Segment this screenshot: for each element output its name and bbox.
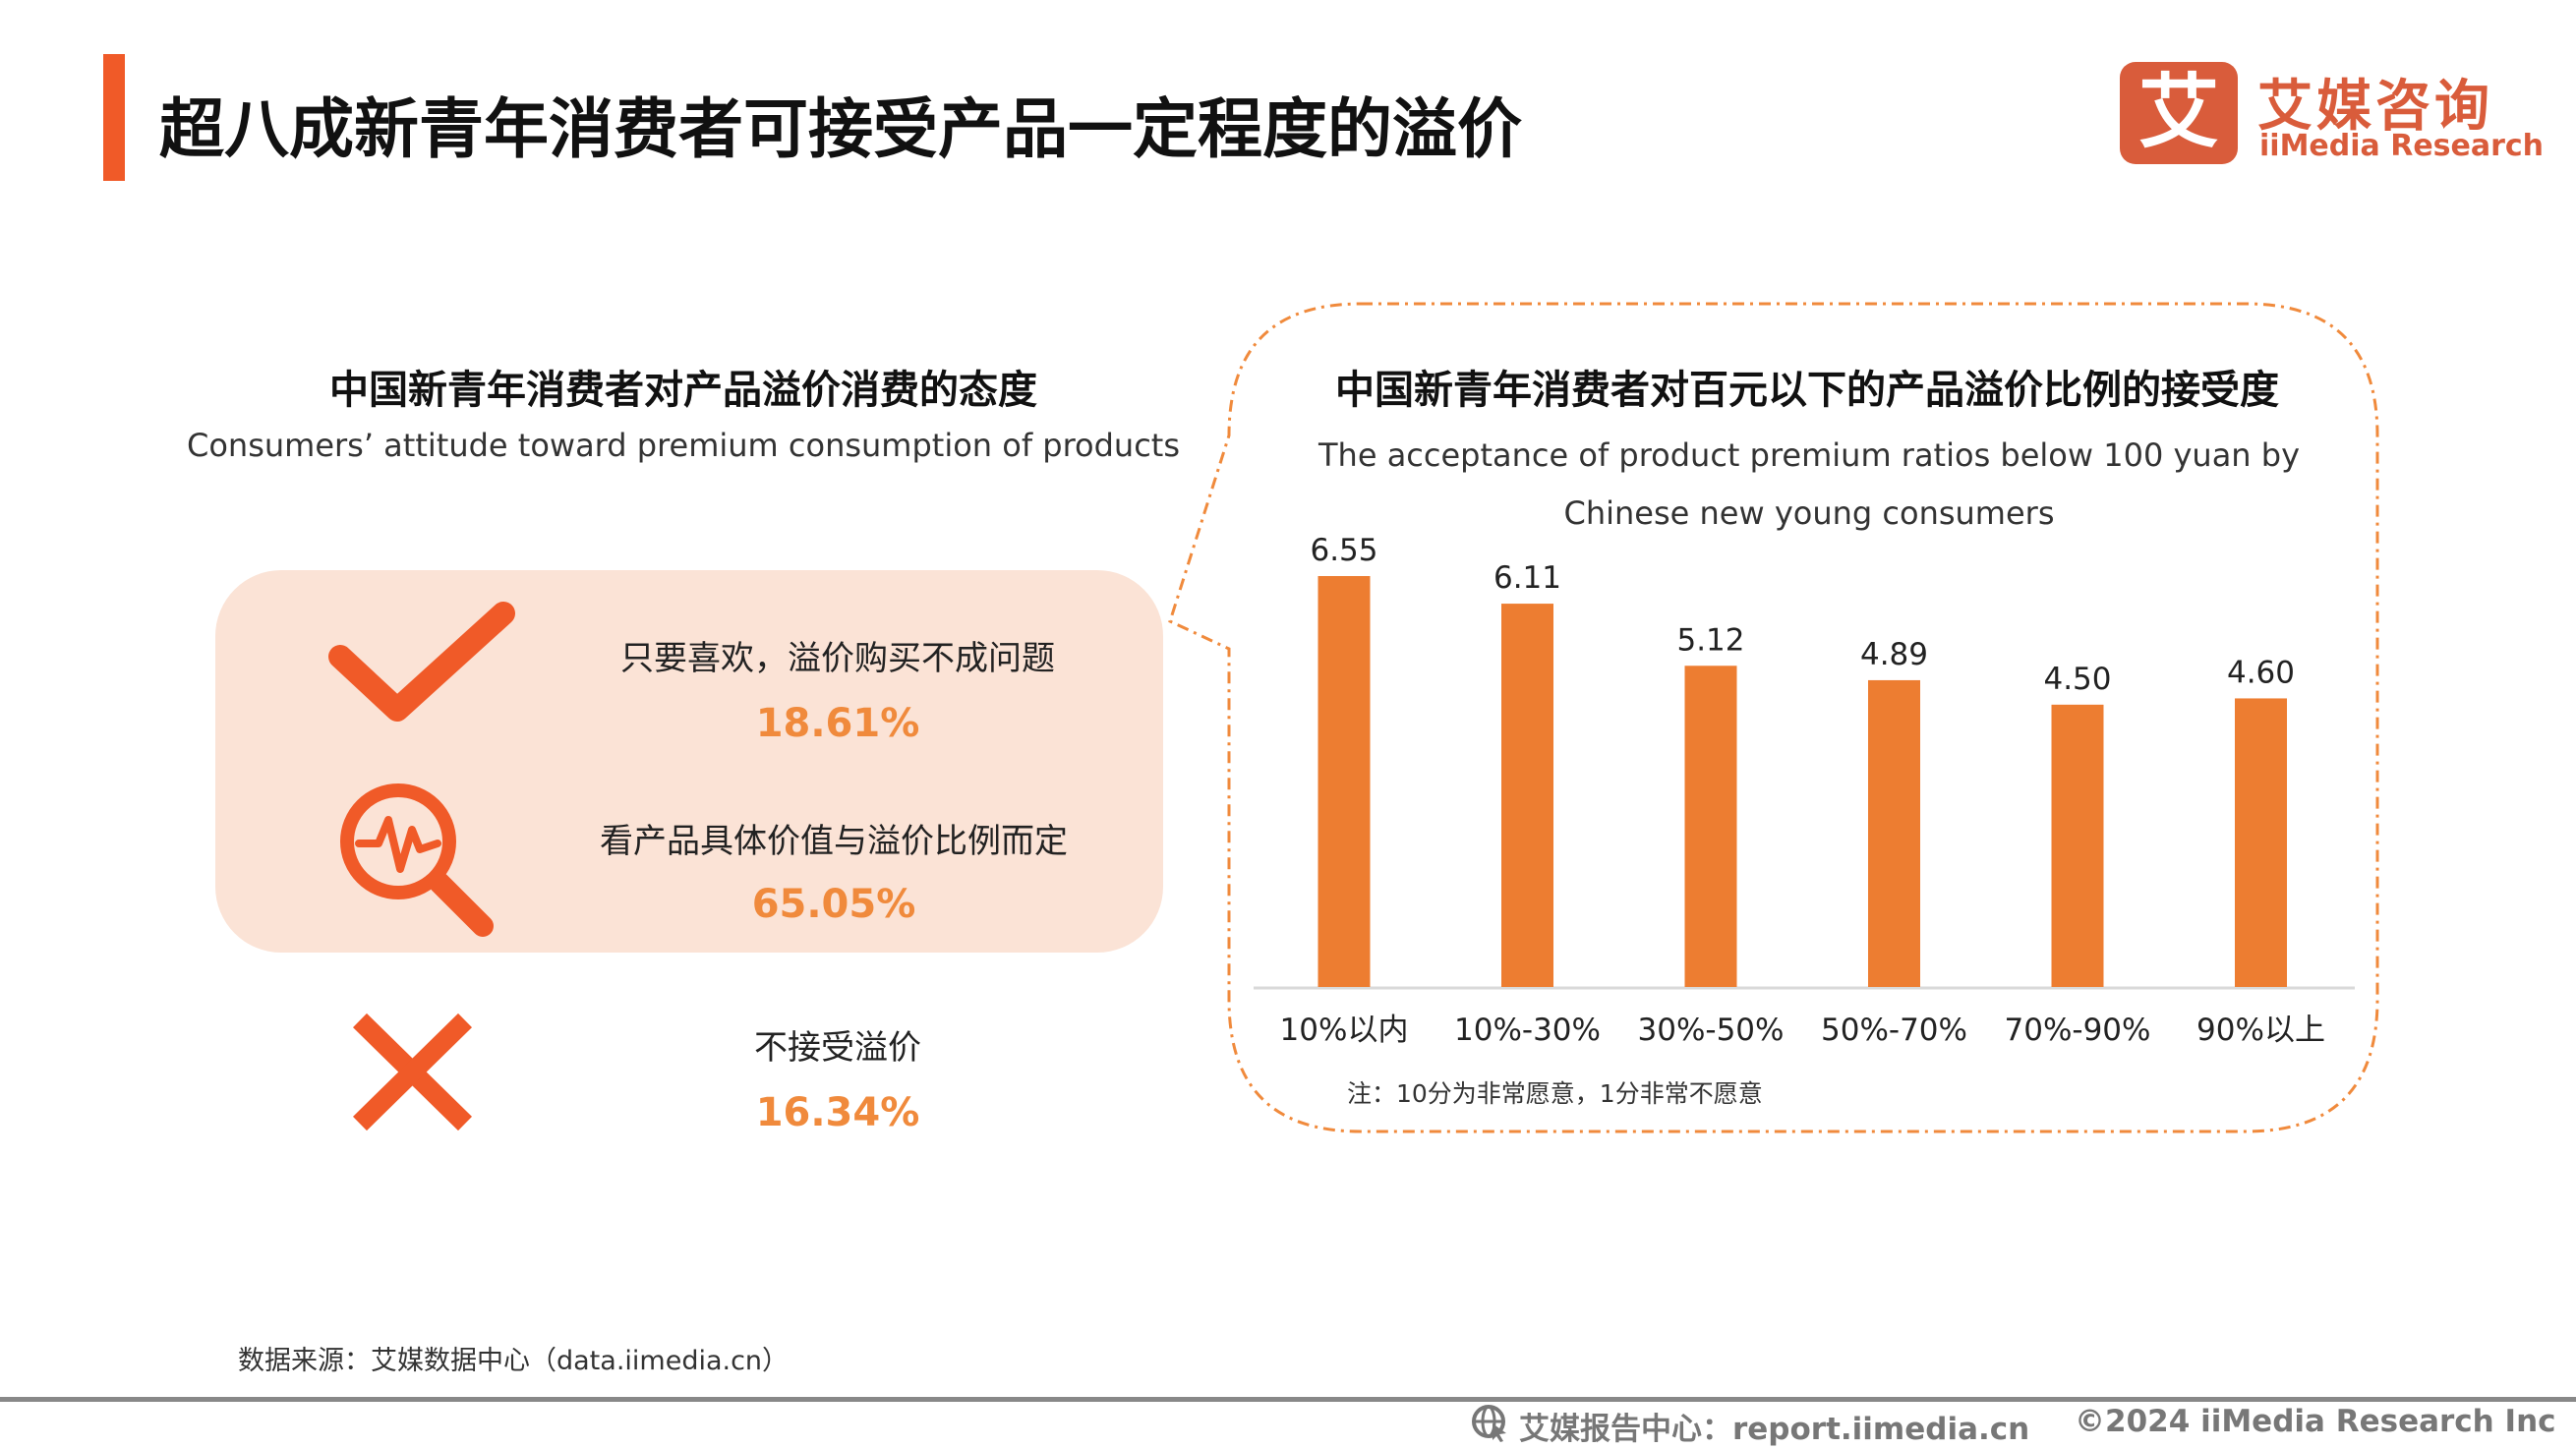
report-link[interactable]: 艾媒报告中心：report.iimedia.cn xyxy=(1519,1412,2030,1447)
data-label: 5.12 xyxy=(1676,622,1744,658)
logo-mark: 艾 xyxy=(2120,62,2238,164)
x-tick-label: 10%-30% xyxy=(1454,1013,1601,1048)
chart-note: 注：10分为非常愿意，1分非常不愿意 xyxy=(1347,1079,1763,1108)
item-value: 65.05% xyxy=(751,882,916,927)
item-label: 不接受溢价 xyxy=(754,1028,921,1068)
data-label: 6.11 xyxy=(1493,560,1561,596)
data-label: 6.55 xyxy=(1310,533,1377,568)
x-tick-label: 90%以上 xyxy=(2196,1013,2325,1048)
x-tick-label: 30%-50% xyxy=(1638,1013,1785,1048)
data-label: 4.89 xyxy=(1860,637,1928,672)
cross-icon xyxy=(352,1013,473,1131)
logo-en: iiMedia Research xyxy=(2259,129,2545,163)
item-value: 18.61% xyxy=(755,701,920,746)
bar xyxy=(1868,679,1920,987)
x-tick-label: 70%-90% xyxy=(2005,1013,2151,1048)
data-source: 数据来源：艾媒数据中心（data.iimedia.cn） xyxy=(238,1346,790,1376)
bar xyxy=(1317,576,1371,987)
checkmark-icon xyxy=(328,602,515,722)
bar xyxy=(1501,604,1553,987)
logo: 艾 艾媒咨询 iiMedia Research xyxy=(2120,62,2544,164)
x-tick-label: 50%-70% xyxy=(1821,1013,1967,1048)
left-title-cn: 中国新青年消费者对产品溢价消费的态度 xyxy=(329,368,1037,413)
data-label: 4.50 xyxy=(2043,662,2111,697)
page-title: 超八成新青年消费者可接受产品一定程度的溢价 xyxy=(159,91,1522,167)
logo-cn: 艾媒咨询 xyxy=(2257,75,2493,139)
bar xyxy=(2051,704,2104,987)
data-label: 4.60 xyxy=(2227,655,2295,690)
left-title-en: Consumers’ attitude toward premium consu… xyxy=(186,427,1181,464)
footer-divider xyxy=(0,1397,2576,1402)
x-tick-label: 10%以内 xyxy=(1280,1013,1409,1048)
globe-cursor-icon xyxy=(1472,1405,1506,1442)
chart-subtitle: The acceptance of product premium ratios… xyxy=(1318,436,2300,532)
bar xyxy=(2235,698,2287,987)
title-accent-bar xyxy=(103,54,125,181)
chart-title: 中国新青年消费者对百元以下的产品溢价比例的接受度 xyxy=(1335,368,2279,413)
item-value: 16.34% xyxy=(755,1090,920,1135)
copyright: ©2024 iiMedia Research Inc xyxy=(2075,1404,2556,1439)
magnifier-pulse-icon xyxy=(340,783,494,937)
item-label: 看产品具体价值与溢价比例而定 xyxy=(600,822,1068,861)
item-label: 只要喜欢，溢价购买不成问题 xyxy=(620,639,1055,678)
bar xyxy=(1684,666,1737,987)
